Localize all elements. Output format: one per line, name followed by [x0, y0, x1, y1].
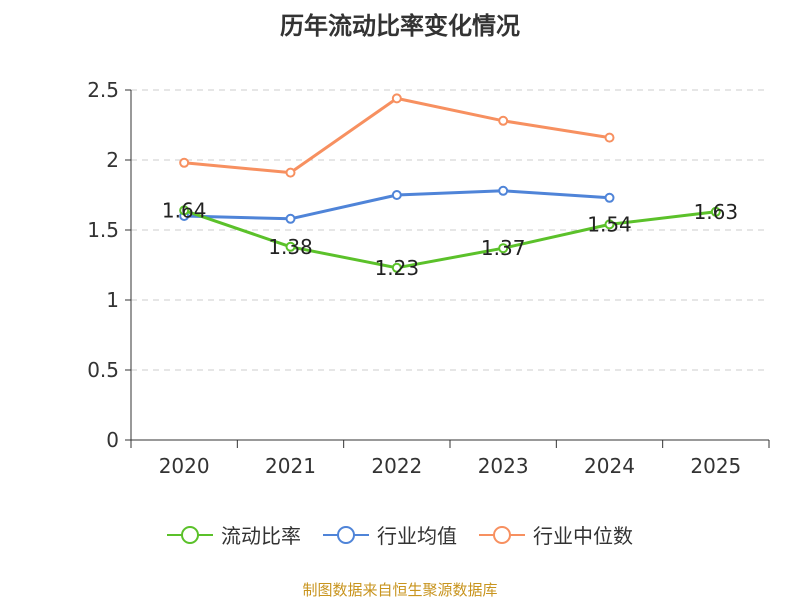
legend: 流动比率 行业均值 行业中位数	[0, 520, 800, 549]
data-point	[285, 213, 296, 224]
data-source-footer: 制图数据来自恒生聚源数据库	[302, 581, 498, 599]
data-point	[179, 205, 190, 216]
legend-item-industry-mean[interactable]: 行业均值	[323, 520, 457, 549]
y-tick-label: 1.5	[87, 218, 119, 242]
data-point	[391, 190, 402, 200]
data-point	[391, 262, 402, 273]
legend-label: 流动比率	[221, 524, 301, 548]
data-point	[498, 243, 509, 254]
legend-item-industry-median[interactable]: 行业中位数	[479, 520, 633, 549]
legend-line-icon	[323, 525, 369, 544]
data-label: 1.64	[162, 198, 207, 222]
y-tick-label: 2.5	[87, 78, 119, 102]
data-point	[604, 132, 615, 143]
legend-marker	[493, 525, 511, 544]
legend-label: 行业均值	[377, 524, 457, 548]
y-tick-label: 0.5	[87, 358, 119, 382]
legend-label: 行业中位数	[533, 524, 633, 548]
data-point	[604, 219, 615, 230]
y-tick-label: 0	[106, 428, 119, 452]
data-point	[604, 192, 615, 203]
x-tick-label: 2023	[478, 454, 529, 478]
series-line	[183, 208, 717, 270]
data-label: 1.37	[481, 236, 526, 260]
x-tick-label: 2021	[265, 454, 316, 478]
series-line	[184, 96, 610, 175]
data-label: 1.38	[268, 235, 313, 259]
legend-marker	[181, 525, 199, 544]
data-label: 1.23	[375, 256, 420, 280]
x-tick-label: 2025	[690, 454, 741, 478]
chart-title: 历年流动比率变化情况	[280, 12, 520, 40]
legend-line-icon	[479, 525, 525, 544]
x-tick-label: 2020	[159, 454, 210, 478]
y-tick-label: 1	[106, 288, 119, 312]
data-point	[285, 241, 296, 252]
data-point	[391, 93, 402, 104]
data-point	[285, 167, 296, 178]
legend-line-icon	[167, 525, 213, 544]
data-point	[498, 185, 509, 196]
data-point	[498, 115, 509, 126]
x-tick-label: 2022	[371, 454, 422, 478]
y-tick-label: 2	[106, 148, 119, 172]
x-tick-label: 2024	[584, 454, 635, 478]
legend-item-current-ratio[interactable]: 流动比率	[167, 520, 301, 549]
data-label: 1.54	[587, 212, 632, 236]
data-label: 1.63	[694, 200, 739, 224]
data-point	[179, 157, 190, 168]
data-point	[710, 206, 721, 217]
legend-marker	[337, 525, 355, 544]
